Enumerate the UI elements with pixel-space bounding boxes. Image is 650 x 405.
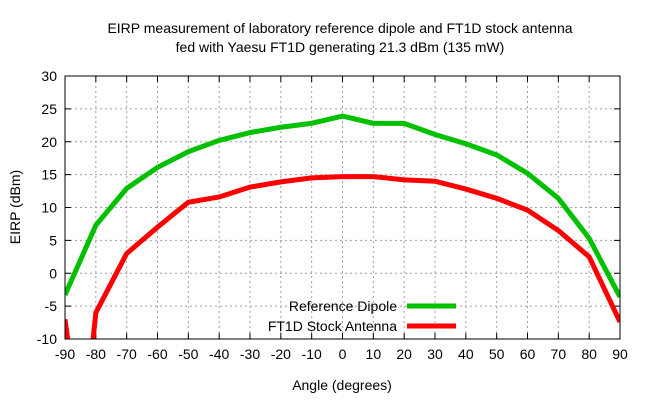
x-tick-label: -80: [86, 346, 106, 362]
plot-frame: [64, 75, 621, 340]
x-tick-label: 80: [581, 346, 597, 362]
y-tick-label: -5: [45, 298, 58, 314]
series-lines: [65, 113, 620, 339]
x-tick-label: -40: [209, 346, 229, 362]
x-axis-label: Angle (degrees): [292, 377, 392, 393]
x-tick-label: 20: [396, 346, 412, 362]
x-tick-label: 40: [458, 346, 474, 362]
ticks: -90 -80 -70 -60 -50 -40 -30 -20 -10 0 10 20 30 40 50 60…: [37, 68, 628, 362]
x-tick-label: -30: [240, 346, 260, 362]
x-tick-label: 90: [612, 346, 628, 362]
legend-label-1: FT1D Stock Antenna: [268, 318, 397, 334]
x-tick-label: 50: [489, 346, 505, 362]
x-tick-label: -50: [178, 346, 198, 362]
x-tick-label: -90: [55, 346, 75, 362]
x-tick-label: -60: [147, 346, 167, 362]
x-tick-label: 70: [551, 346, 567, 362]
x-tick-label: -70: [117, 346, 137, 362]
legend-label-0: Reference Dipole: [289, 298, 397, 314]
y-tick-label: 25: [41, 101, 57, 117]
x-tick-label: 30: [427, 346, 443, 362]
y-tick-label: 5: [49, 232, 57, 248]
legend: Reference Dipole FT1D Stock Antenna: [268, 298, 456, 334]
y-tick-label: -10: [37, 331, 57, 347]
y-tick-label: 20: [41, 134, 57, 150]
x-tick-label: -20: [271, 346, 291, 362]
chart-title-line-1: EIRP measurement of laboratory reference…: [107, 20, 572, 36]
series-line-0: [65, 113, 620, 299]
y-tick-label: 30: [41, 68, 57, 84]
series-line-1: [65, 174, 620, 339]
x-tick-label: 0: [339, 346, 347, 362]
chart-title-line-2: fed with Yaesu FT1D generating 21.3 dBm …: [176, 39, 505, 55]
y-tick-label: 15: [41, 167, 57, 183]
x-tick-label: -10: [302, 346, 322, 362]
y-tick-label: 0: [49, 265, 57, 281]
x-tick-label: 60: [520, 346, 536, 362]
x-tick-label: 10: [366, 346, 382, 362]
y-axis-label: EIRP (dBm): [7, 170, 23, 244]
y-tick-label: 10: [41, 200, 57, 216]
